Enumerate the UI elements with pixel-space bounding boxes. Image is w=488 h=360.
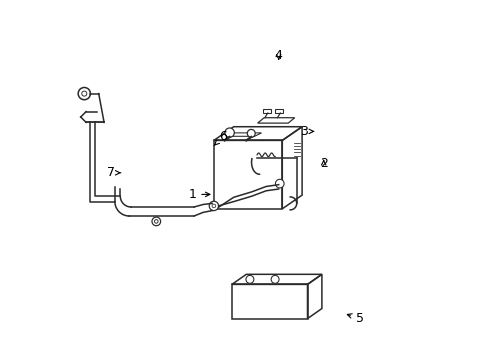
Circle shape (209, 201, 218, 211)
Polygon shape (262, 109, 270, 113)
Circle shape (78, 87, 90, 100)
Circle shape (152, 217, 160, 226)
Text: 1: 1 (188, 188, 209, 201)
Circle shape (245, 275, 253, 283)
Text: 2: 2 (319, 157, 327, 170)
Circle shape (270, 275, 279, 283)
Text: 7: 7 (107, 166, 121, 179)
Text: 3: 3 (299, 125, 313, 138)
Circle shape (275, 179, 284, 188)
Text: 4: 4 (274, 49, 282, 62)
Text: 5: 5 (346, 312, 363, 325)
Polygon shape (275, 109, 283, 113)
Text: 6: 6 (214, 130, 226, 145)
Circle shape (247, 130, 255, 138)
Circle shape (224, 128, 234, 138)
